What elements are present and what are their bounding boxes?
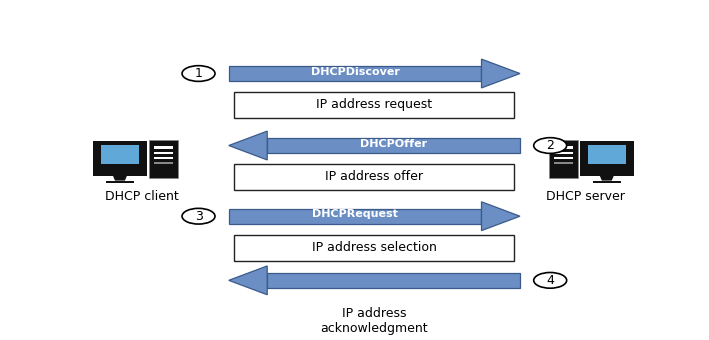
Circle shape (182, 208, 215, 224)
FancyBboxPatch shape (106, 181, 134, 183)
Polygon shape (267, 273, 520, 288)
FancyBboxPatch shape (154, 152, 172, 154)
Circle shape (534, 272, 566, 288)
FancyBboxPatch shape (554, 152, 573, 154)
Text: DHCPOffer: DHCPOffer (360, 139, 427, 149)
FancyBboxPatch shape (554, 147, 573, 149)
Polygon shape (229, 209, 481, 224)
FancyBboxPatch shape (154, 147, 172, 149)
FancyBboxPatch shape (549, 140, 578, 178)
FancyBboxPatch shape (554, 162, 573, 164)
Text: IP address selection: IP address selection (312, 241, 437, 254)
Text: DHCPDiscover: DHCPDiscover (311, 67, 400, 77)
Text: DHCPRequest: DHCPRequest (312, 209, 398, 219)
FancyBboxPatch shape (234, 164, 515, 190)
Text: DHCP client: DHCP client (105, 190, 179, 203)
Text: IP address request: IP address request (316, 99, 432, 112)
FancyBboxPatch shape (154, 162, 172, 164)
FancyBboxPatch shape (149, 140, 178, 178)
Polygon shape (267, 138, 520, 153)
FancyBboxPatch shape (593, 181, 620, 183)
Text: 3: 3 (194, 210, 203, 223)
FancyBboxPatch shape (580, 141, 634, 176)
FancyBboxPatch shape (234, 235, 515, 261)
Polygon shape (599, 175, 614, 181)
Polygon shape (113, 175, 128, 181)
FancyBboxPatch shape (234, 92, 515, 118)
FancyBboxPatch shape (588, 145, 626, 164)
FancyBboxPatch shape (101, 145, 139, 164)
Circle shape (534, 138, 566, 153)
Text: IP address
acknowledgment: IP address acknowledgment (320, 307, 428, 335)
FancyBboxPatch shape (234, 308, 515, 334)
Text: 4: 4 (546, 274, 554, 287)
Polygon shape (481, 59, 520, 88)
Text: 1: 1 (194, 67, 203, 80)
FancyBboxPatch shape (554, 156, 573, 159)
Polygon shape (229, 66, 481, 81)
FancyBboxPatch shape (93, 141, 147, 176)
FancyBboxPatch shape (154, 156, 172, 159)
Circle shape (182, 66, 215, 81)
Polygon shape (481, 202, 520, 231)
Polygon shape (229, 131, 267, 160)
Polygon shape (229, 266, 267, 295)
Text: 2: 2 (546, 139, 554, 152)
Text: IP address offer: IP address offer (325, 170, 423, 184)
Text: DHCP server: DHCP server (546, 190, 625, 203)
